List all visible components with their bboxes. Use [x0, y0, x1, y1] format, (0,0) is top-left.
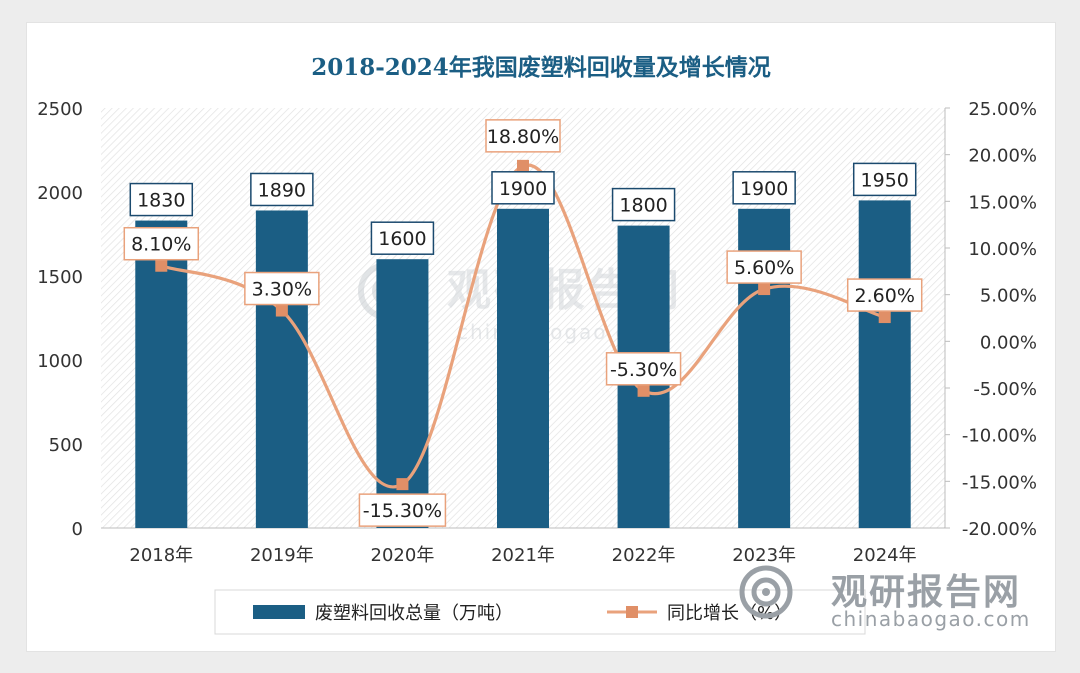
svg-text:1800: 1800 [619, 195, 667, 217]
right-tick-label: 5.00% [980, 286, 1037, 307]
svg-text:2.60%: 2.60% [855, 285, 915, 307]
line-point [878, 311, 891, 324]
line-data-label: 3.30% [244, 271, 320, 306]
line-series [155, 159, 891, 491]
right-axis: -20.00% -15.00% -10.00% -5.00% 0.00% 5.00% 10.… [944, 99, 1037, 540]
legend-bar-swatch [253, 605, 305, 619]
line-point [275, 304, 288, 317]
svg-text:5.60%: 5.60% [734, 257, 794, 279]
watermark-text-en: chinabaogao.com [831, 607, 1031, 631]
legend-line-marker [626, 606, 638, 618]
left-tick-label: 2500 [37, 99, 83, 120]
right-tick-label: 15.00% [968, 192, 1037, 213]
right-tick-label: 10.00% [968, 239, 1037, 260]
x-tick-label: 2019年 [250, 545, 314, 566]
watermark-logo-icon [739, 565, 793, 619]
legend-bar-label: 废塑料回收总量（万吨） [315, 603, 513, 624]
x-axis: 2018年 2019年 2020年 2021年 2022年 2023年 2024年 [101, 527, 945, 566]
bar-data-label: 1830 [129, 182, 194, 217]
corner-watermark: 观研报告网 chinabaogao.com [739, 563, 1039, 633]
bar-data-label: 1950 [852, 162, 917, 197]
bar-data-label: 1890 [250, 172, 314, 207]
svg-text:1600: 1600 [378, 228, 426, 250]
watermark-text-cn: 观研报告网 [831, 572, 1022, 613]
bar-data-label: 1900 [732, 171, 796, 205]
right-tick-label: 20.00% [968, 146, 1037, 167]
right-tick-label: 25.00% [968, 99, 1037, 120]
right-tick-label: -20.00% [962, 519, 1037, 540]
bar [858, 200, 911, 528]
bar-data-label: 1600 [370, 221, 435, 255]
bar-data-label: 1800 [611, 187, 676, 222]
growth-line [160, 163, 886, 489]
left-tick-label: 1000 [37, 351, 83, 372]
svg-text:1890: 1890 [258, 179, 306, 201]
line-data-label: 2.60% [846, 278, 923, 312]
x-tick-label: 2022年 [612, 545, 676, 566]
left-tick-label: 500 [49, 435, 83, 456]
line-data-label: 18.80% [485, 119, 561, 153]
left-tick-label: 1500 [37, 267, 83, 288]
chart-title: 2018-2024年我国废塑料回收量及增长情况 [311, 54, 771, 81]
bar [135, 220, 188, 528]
line-point [758, 283, 771, 296]
chart-card: 观研报告网 chinabaogao.com 2018-2024年我国废塑料回收量及… [26, 22, 1056, 652]
right-tick-label: -10.00% [962, 426, 1037, 447]
x-tick-label: 2023年 [732, 545, 796, 566]
svg-text:18.80%: 18.80% [487, 126, 559, 148]
bar-data-label: 1900 [491, 171, 555, 205]
svg-text:3.30%: 3.30% [252, 279, 312, 301]
svg-text:-5.30%: -5.30% [610, 359, 677, 381]
svg-text:-15.30%: -15.30% [363, 500, 442, 522]
left-tick-label: 0 [72, 519, 83, 540]
line-point [155, 259, 168, 272]
right-tick-label: -5.00% [973, 379, 1037, 400]
right-tick-label: 0.00% [980, 332, 1037, 353]
x-tick-label: 2018年 [129, 545, 193, 566]
x-tick-label: 2021年 [491, 545, 555, 566]
bar-series [135, 200, 911, 529]
left-axis: 0 500 1000 1500 2000 2500 [37, 99, 83, 540]
bar [255, 210, 308, 529]
line-data-label: 5.60% [726, 250, 802, 284]
x-tick-label: 2020年 [371, 545, 435, 566]
line-data-labels: 8.10% 3.30% -15.30% 18.80% -5.30% 5.60% 2.60% [123, 119, 923, 527]
svg-text:1900: 1900 [499, 178, 547, 200]
line-point [637, 384, 650, 397]
line-point [517, 159, 529, 172]
line-data-label: 8.10% [123, 226, 200, 261]
right-tick-label: -15.00% [962, 472, 1037, 493]
line-data-label: -5.30% [605, 352, 682, 386]
svg-text:1900: 1900 [740, 178, 788, 200]
bar-data-labels: 1830 1890 1600 1900 1800 1900 1950 [129, 162, 917, 255]
bar [497, 208, 549, 529]
line-data-label: -15.30% [358, 493, 447, 527]
legend-line-label: 同比增长（%） [667, 603, 792, 624]
svg-text:1950: 1950 [861, 169, 909, 191]
svg-text:8.10%: 8.10% [131, 234, 191, 256]
left-tick-label: 2000 [37, 183, 83, 204]
x-tick-label: 2024年 [853, 545, 917, 566]
svg-text:1830: 1830 [137, 190, 185, 212]
line-point [396, 478, 409, 491]
